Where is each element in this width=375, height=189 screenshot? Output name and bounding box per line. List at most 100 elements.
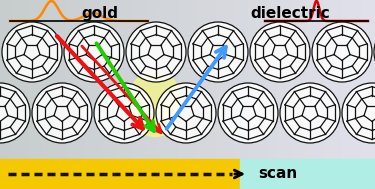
Circle shape bbox=[250, 22, 310, 82]
Bar bbox=[33, 0, 38, 164]
Bar bbox=[23, 0, 28, 164]
Bar bbox=[304, 0, 309, 164]
Text: dielectric: dielectric bbox=[250, 6, 330, 21]
Circle shape bbox=[312, 22, 372, 82]
Text: scan: scan bbox=[258, 167, 297, 181]
Bar bbox=[338, 0, 342, 164]
Bar bbox=[103, 0, 108, 164]
Bar bbox=[281, 0, 286, 164]
Bar bbox=[75, 0, 80, 164]
Bar bbox=[141, 0, 146, 164]
Bar bbox=[262, 0, 267, 164]
Bar bbox=[300, 0, 304, 164]
Circle shape bbox=[218, 83, 278, 143]
Bar bbox=[333, 0, 338, 164]
Bar bbox=[272, 0, 276, 164]
Bar bbox=[356, 0, 361, 164]
Bar bbox=[202, 0, 206, 164]
Bar bbox=[216, 0, 220, 164]
Bar bbox=[253, 0, 258, 164]
Circle shape bbox=[64, 22, 124, 82]
Bar bbox=[366, 0, 370, 164]
Bar bbox=[347, 0, 352, 164]
Bar bbox=[164, 0, 169, 164]
Bar bbox=[51, 0, 56, 164]
Bar bbox=[192, 0, 197, 164]
Circle shape bbox=[94, 83, 154, 143]
Bar bbox=[211, 0, 216, 164]
Bar bbox=[84, 0, 89, 164]
Bar bbox=[291, 0, 296, 164]
Bar bbox=[240, 159, 375, 189]
Bar bbox=[131, 0, 136, 164]
Circle shape bbox=[2, 22, 62, 82]
Bar bbox=[178, 0, 183, 164]
Ellipse shape bbox=[128, 71, 183, 136]
Bar bbox=[328, 0, 333, 164]
Circle shape bbox=[188, 22, 248, 82]
Bar bbox=[361, 0, 366, 164]
Bar bbox=[230, 0, 234, 164]
Bar bbox=[14, 0, 19, 164]
Bar bbox=[94, 0, 98, 164]
Circle shape bbox=[156, 83, 216, 143]
Bar bbox=[56, 0, 61, 164]
Bar bbox=[66, 0, 70, 164]
Bar bbox=[296, 0, 300, 164]
Bar bbox=[248, 0, 253, 164]
Bar bbox=[183, 0, 188, 164]
Bar bbox=[89, 0, 94, 164]
Circle shape bbox=[374, 22, 375, 82]
Bar bbox=[197, 0, 202, 164]
Bar bbox=[342, 0, 347, 164]
Bar bbox=[4, 0, 9, 164]
Bar bbox=[38, 0, 42, 164]
Bar bbox=[9, 0, 14, 164]
Bar bbox=[47, 0, 51, 164]
Bar bbox=[244, 0, 248, 164]
Circle shape bbox=[126, 22, 186, 82]
Bar bbox=[370, 0, 375, 164]
Bar bbox=[239, 0, 244, 164]
Bar bbox=[122, 0, 126, 164]
Bar bbox=[188, 0, 192, 164]
Bar bbox=[220, 0, 225, 164]
Circle shape bbox=[32, 83, 92, 143]
Circle shape bbox=[342, 83, 375, 143]
Bar bbox=[352, 0, 356, 164]
Bar bbox=[117, 0, 122, 164]
Bar bbox=[80, 0, 84, 164]
Bar bbox=[126, 0, 131, 164]
Bar bbox=[323, 0, 328, 164]
Bar bbox=[286, 0, 291, 164]
Bar bbox=[173, 0, 178, 164]
Bar bbox=[70, 0, 75, 164]
Bar bbox=[267, 0, 272, 164]
Bar bbox=[154, 0, 159, 164]
Bar bbox=[314, 0, 319, 164]
Bar bbox=[19, 0, 23, 164]
Bar bbox=[169, 0, 173, 164]
Bar bbox=[146, 0, 150, 164]
Bar bbox=[61, 0, 66, 164]
Bar bbox=[319, 0, 323, 164]
Bar bbox=[98, 0, 103, 164]
Bar bbox=[0, 159, 240, 189]
Bar bbox=[136, 0, 141, 164]
Bar bbox=[234, 0, 239, 164]
Bar bbox=[112, 0, 117, 164]
Circle shape bbox=[0, 83, 30, 143]
Bar bbox=[108, 0, 112, 164]
Bar bbox=[309, 0, 314, 164]
Text: gold: gold bbox=[81, 6, 118, 21]
Bar bbox=[42, 0, 47, 164]
Bar bbox=[28, 0, 33, 164]
Bar bbox=[150, 0, 154, 164]
Bar bbox=[0, 0, 4, 164]
Bar bbox=[276, 0, 281, 164]
Bar bbox=[225, 0, 230, 164]
Bar bbox=[206, 0, 211, 164]
Circle shape bbox=[280, 83, 340, 143]
Bar bbox=[159, 0, 164, 164]
Bar bbox=[258, 0, 262, 164]
